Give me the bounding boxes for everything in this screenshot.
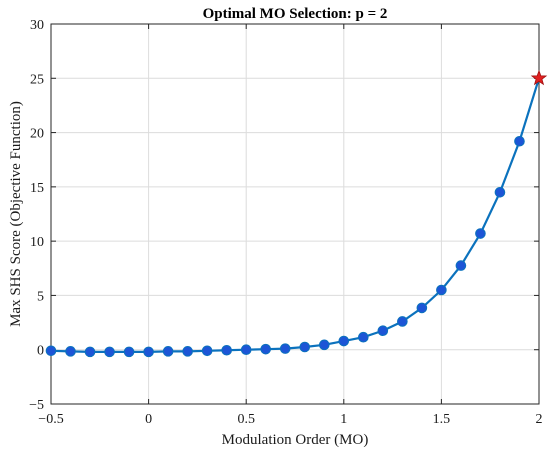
x-tick-label: 1.5	[433, 412, 451, 427]
data-point	[279, 343, 291, 354]
data-point	[494, 186, 506, 198]
data-point	[475, 228, 486, 239]
x-tick-label: 1	[340, 412, 347, 427]
y-tick-label: 0	[37, 344, 44, 359]
y-axis-label: Max SHS Score (Objective Function)	[8, 101, 24, 327]
data-point	[162, 346, 174, 357]
y-tick-label: 15	[30, 181, 44, 196]
x-tick-label: 2	[536, 412, 543, 427]
y-tick-label: 10	[30, 235, 44, 250]
data-point	[221, 344, 232, 356]
data-point	[104, 346, 115, 358]
chart-title: Optimal MO Selection: p = 2	[203, 6, 388, 22]
data-point	[65, 346, 76, 357]
data-point	[260, 343, 272, 355]
data-point	[318, 339, 330, 351]
optimum-star-marker	[530, 69, 548, 86]
plot-area-frame	[50, 23, 540, 405]
data-point	[338, 335, 350, 347]
data-point	[240, 344, 252, 356]
data-point	[143, 346, 154, 358]
data-point	[416, 302, 428, 314]
x-tick-label: 0.5	[237, 412, 255, 427]
data-point	[514, 135, 525, 147]
y-tick-label: −5	[29, 398, 44, 413]
data-point	[455, 260, 467, 271]
data-point	[436, 284, 447, 296]
data-point	[182, 346, 193, 357]
y-tick-label: 25	[30, 72, 44, 87]
data-point	[358, 331, 369, 343]
data-point	[45, 345, 57, 357]
data-point	[397, 316, 408, 327]
data-point	[299, 341, 311, 353]
x-tick-label: 0	[145, 412, 152, 427]
x-tick-labels: −0.5 0 0.5 1 1.5 2	[38, 412, 542, 427]
data-point	[123, 346, 135, 358]
data-point	[377, 325, 389, 337]
data-point	[201, 345, 213, 357]
data-point	[84, 346, 96, 358]
y-tick-label: 30	[30, 18, 44, 33]
y-tick-labels: −5 0 5 10 15 20 25 30	[29, 18, 44, 413]
y-tick-label: 20	[30, 127, 44, 142]
x-axis-label: Modulation Order (MO)	[222, 432, 369, 448]
y-tick-label: 5	[37, 289, 44, 304]
series-markers	[45, 135, 525, 358]
x-tick-label: −0.5	[38, 412, 63, 427]
